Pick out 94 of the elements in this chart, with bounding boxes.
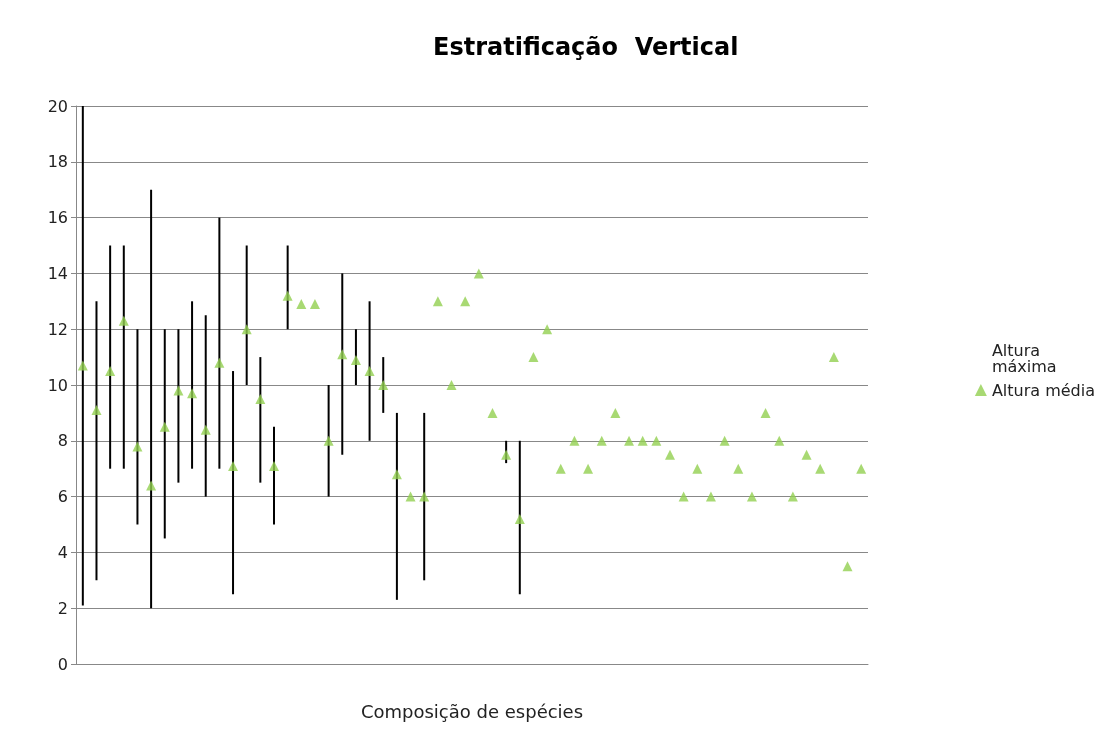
point [391,469,402,480]
point [241,324,252,335]
point [460,296,471,307]
y-tick-label: 2 [57,598,68,618]
point [173,385,184,396]
bar [423,412,426,581]
point [269,460,279,471]
bar [109,245,112,469]
bar [177,329,180,483]
point [432,296,443,307]
y-tick-label: 6 [57,487,68,507]
point [678,491,689,502]
point [583,463,594,474]
point [555,463,566,474]
point [828,352,839,363]
point [378,380,389,390]
point [132,441,143,452]
point [146,480,157,491]
point [419,491,430,502]
point [842,561,853,572]
point [91,405,102,416]
point [364,366,375,377]
point [473,268,484,279]
point [569,435,580,446]
y-tick-label: 0 [57,654,68,674]
chart-title: Estratificação Vertical [433,33,739,61]
bar [150,189,153,609]
y-tick-label: 16 [47,208,68,228]
bar [245,245,248,385]
point [651,435,662,446]
bar [259,357,262,483]
y-tick-label: 4 [57,542,68,562]
bar [232,371,235,595]
bar [81,106,84,606]
point [596,435,607,446]
point [282,290,293,301]
y-tick-label: 18 [47,152,68,172]
point [787,491,798,502]
point [118,315,129,326]
bar [327,385,330,497]
bar [204,315,207,497]
point [760,407,771,418]
point [200,424,211,435]
y-tick-label: 12 [47,319,68,339]
point [528,352,539,363]
point [296,299,307,310]
point [159,421,170,432]
point [105,366,116,377]
point [323,435,334,446]
bar [518,440,521,595]
point [746,491,757,502]
point [856,463,867,474]
point [719,435,730,446]
bar [273,426,275,525]
bar [395,412,398,600]
point [610,407,621,418]
point [624,435,635,446]
legend-label: Altura média [991,380,1095,400]
point [705,491,716,502]
bar [191,301,194,469]
y-tick-label: 14 [47,263,68,283]
bar [218,217,221,469]
bar [136,329,139,525]
point [350,354,361,365]
point [255,393,266,404]
point [187,388,198,399]
y-tick-label: 20 [47,96,68,116]
y-tick-label: 10 [47,375,68,395]
point [446,380,457,390]
point [774,435,785,446]
bar [368,301,371,441]
point [542,324,553,335]
point [228,460,239,471]
point [214,357,225,368]
bar [122,245,125,469]
point [637,435,648,446]
point [665,449,675,460]
point [692,463,703,474]
text: Altura máxima [991,340,1057,376]
point [77,360,88,371]
point [337,349,348,360]
x-axis-title: Composição de espécies [360,700,584,722]
point [405,491,416,502]
bar [163,329,166,539]
point [487,407,498,418]
point [801,449,812,460]
bar [341,273,344,455]
y-tick-label: 8 [57,431,68,451]
bar [95,301,98,581]
point [501,449,512,460]
point [815,463,826,474]
point [309,299,320,310]
point [733,463,744,474]
point [514,513,525,524]
